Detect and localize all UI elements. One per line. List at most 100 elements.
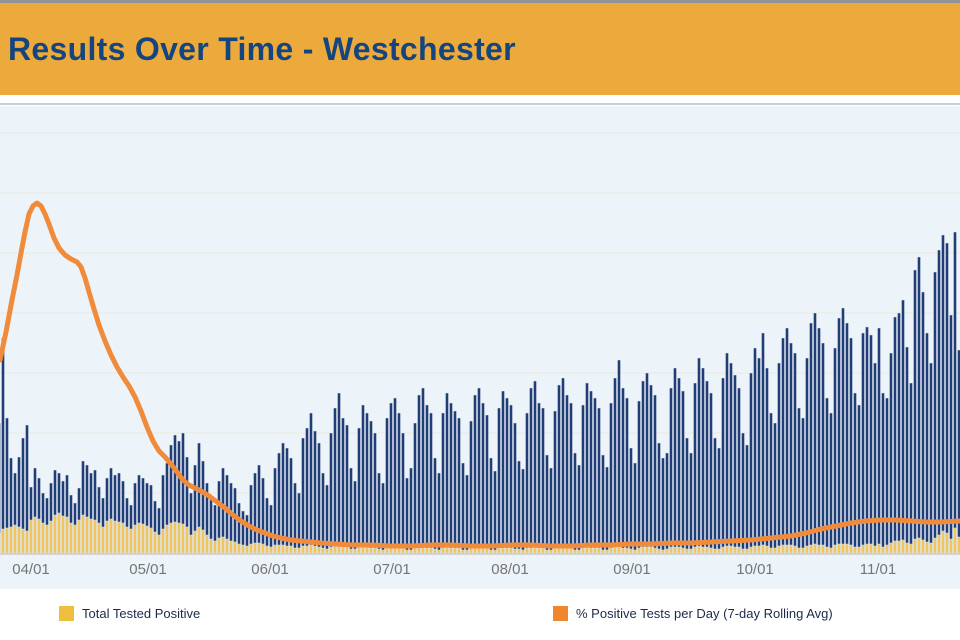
- bar-total-segment[interactable]: [753, 347, 757, 554]
- bar-total-segment[interactable]: [881, 392, 885, 554]
- bar-total-segment[interactable]: [417, 394, 421, 554]
- bar-positive-segment[interactable]: [33, 516, 37, 554]
- bar-positive-segment[interactable]: [617, 546, 621, 554]
- bar-positive-segment[interactable]: [109, 518, 113, 554]
- bar-positive-segment[interactable]: [637, 547, 641, 554]
- bar-positive-segment[interactable]: [197, 526, 201, 554]
- bar-positive-segment[interactable]: [801, 547, 805, 554]
- bar-positive-segment[interactable]: [577, 549, 581, 554]
- bar-positive-segment[interactable]: [269, 546, 273, 554]
- bar-total-segment[interactable]: [661, 457, 665, 554]
- bar-positive-segment[interactable]: [573, 549, 577, 554]
- bar-total-segment[interactable]: [393, 397, 397, 554]
- bar-total-segment[interactable]: [909, 382, 913, 554]
- bar-positive-segment[interactable]: [773, 547, 777, 554]
- bar-positive-segment[interactable]: [805, 545, 809, 554]
- bar-positive-segment[interactable]: [665, 548, 669, 554]
- bar-positive-segment[interactable]: [481, 547, 485, 554]
- bar-positive-segment[interactable]: [181, 523, 185, 554]
- bar-positive-segment[interactable]: [249, 543, 253, 554]
- bar-total-segment[interactable]: [469, 420, 473, 554]
- bar-total-segment[interactable]: [457, 417, 461, 554]
- bar-positive-segment[interactable]: [321, 547, 325, 554]
- bar-positive-segment[interactable]: [873, 545, 877, 554]
- bar-positive-segment[interactable]: [777, 545, 781, 554]
- bar-positive-segment[interactable]: [425, 547, 429, 554]
- bar-positive-segment[interactable]: [545, 549, 549, 554]
- bar-positive-segment[interactable]: [229, 540, 233, 554]
- bar-total-segment[interactable]: [449, 402, 453, 554]
- bar-positive-segment[interactable]: [289, 545, 293, 554]
- bar-total-segment[interactable]: [637, 400, 641, 554]
- bar-positive-segment[interactable]: [345, 546, 349, 554]
- bar-positive-segment[interactable]: [17, 526, 21, 554]
- bar-positive-segment[interactable]: [37, 518, 41, 554]
- bar-positive-segment[interactable]: [905, 542, 909, 554]
- bar-total-segment[interactable]: [573, 452, 577, 554]
- bar-positive-segment[interactable]: [865, 543, 869, 554]
- bar-total-segment[interactable]: [601, 454, 605, 554]
- bar-total-segment[interactable]: [917, 256, 921, 554]
- bar-total-segment[interactable]: [433, 457, 437, 554]
- bar-total-segment[interactable]: [933, 271, 937, 554]
- bar-total-segment[interactable]: [597, 407, 601, 554]
- bar-positive-segment[interactable]: [45, 524, 49, 554]
- bar-total-segment[interactable]: [789, 342, 793, 554]
- bar-total-segment[interactable]: [377, 472, 381, 554]
- bar-total-segment[interactable]: [913, 269, 917, 554]
- bar-total-segment[interactable]: [313, 430, 317, 554]
- chart-region[interactable]: 04/01 05/01 06/01 07/01 08/01 09/01 10/01 11/01: [0, 106, 960, 589]
- bar-positive-segment[interactable]: [613, 546, 617, 554]
- bar-positive-segment[interactable]: [469, 547, 473, 554]
- bar-positive-segment[interactable]: [957, 536, 960, 554]
- bar-positive-segment[interactable]: [593, 547, 597, 554]
- bar-total-segment[interactable]: [513, 422, 517, 554]
- bar-total-segment[interactable]: [641, 380, 645, 554]
- bar-total-segment[interactable]: [741, 432, 745, 554]
- bar-total-segment[interactable]: [953, 231, 957, 554]
- bar-positive-segment[interactable]: [373, 547, 377, 554]
- bar-positive-segment[interactable]: [585, 546, 589, 554]
- bar-positive-segment[interactable]: [581, 547, 585, 554]
- bar-positive-segment[interactable]: [21, 528, 25, 554]
- bar-positive-segment[interactable]: [669, 546, 673, 554]
- bar-positive-segment[interactable]: [93, 519, 97, 554]
- bar-positive-segment[interactable]: [697, 545, 701, 554]
- bar-total-segment[interactable]: [381, 482, 385, 554]
- bar-total-segment[interactable]: [777, 362, 781, 554]
- bar-total-segment[interactable]: [353, 480, 357, 554]
- bar-positive-segment[interactable]: [101, 526, 105, 554]
- bar-total-segment[interactable]: [329, 432, 333, 554]
- bar-total-segment[interactable]: [0, 422, 1, 554]
- bar-positive-segment[interactable]: [133, 524, 137, 554]
- bar-positive-segment[interactable]: [225, 538, 229, 554]
- bar-positive-segment[interactable]: [937, 534, 941, 554]
- bar-positive-segment[interactable]: [829, 547, 833, 554]
- bar-total-segment[interactable]: [317, 442, 321, 554]
- bar-positive-segment[interactable]: [721, 546, 725, 554]
- bar-positive-segment[interactable]: [641, 546, 645, 554]
- bar-total-segment[interactable]: [809, 322, 813, 554]
- bar-positive-segment[interactable]: [909, 543, 913, 554]
- bar-total-segment[interactable]: [509, 404, 513, 554]
- bar-total-segment[interactable]: [349, 467, 353, 554]
- bar-total-segment[interactable]: [605, 466, 609, 554]
- bar-total-segment[interactable]: [713, 437, 717, 554]
- bar-total-segment[interactable]: [817, 327, 821, 554]
- bar-positive-segment[interactable]: [381, 549, 385, 554]
- bar-total-segment[interactable]: [621, 387, 625, 554]
- bar-positive-segment[interactable]: [553, 547, 557, 554]
- bar-positive-segment[interactable]: [217, 537, 221, 554]
- bar-total-segment[interactable]: [525, 412, 529, 554]
- bar-total-segment[interactable]: [897, 312, 901, 554]
- bar-total-segment[interactable]: [773, 422, 777, 554]
- bar-total-segment[interactable]: [797, 407, 801, 554]
- bar-positive-segment[interactable]: [953, 527, 957, 554]
- bar-positive-segment[interactable]: [105, 520, 109, 554]
- bar-positive-segment[interactable]: [813, 543, 817, 554]
- bar-positive-segment[interactable]: [885, 544, 889, 554]
- bar-total-segment[interactable]: [421, 387, 425, 554]
- bar-total-segment[interactable]: [841, 307, 845, 554]
- bar-total-segment[interactable]: [369, 420, 373, 554]
- bar-total-segment[interactable]: [781, 337, 785, 554]
